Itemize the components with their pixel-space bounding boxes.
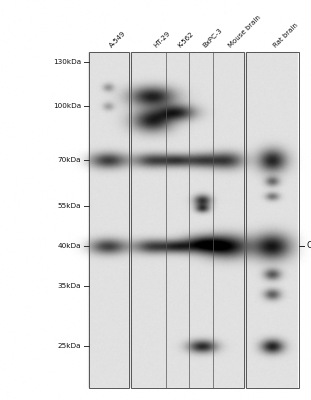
Bar — [246, 52, 299, 388]
Text: CCKBR: CCKBR — [306, 242, 311, 250]
Text: Mouse brain: Mouse brain — [227, 14, 262, 49]
Text: BxPC-3: BxPC-3 — [202, 27, 224, 49]
Text: 70kDa: 70kDa — [57, 157, 81, 163]
Text: Rat brain: Rat brain — [272, 22, 299, 49]
Text: A-549: A-549 — [108, 30, 127, 49]
Bar — [89, 52, 129, 388]
Text: 25kDa: 25kDa — [57, 343, 81, 349]
Text: 35kDa: 35kDa — [57, 283, 81, 289]
Text: 55kDa: 55kDa — [57, 203, 81, 209]
Text: K-562: K-562 — [177, 31, 195, 49]
Bar — [131, 52, 244, 388]
Text: HT-29: HT-29 — [152, 30, 171, 49]
Text: 100kDa: 100kDa — [53, 103, 81, 109]
Text: 130kDa: 130kDa — [53, 59, 81, 65]
Text: 40kDa: 40kDa — [57, 243, 81, 249]
